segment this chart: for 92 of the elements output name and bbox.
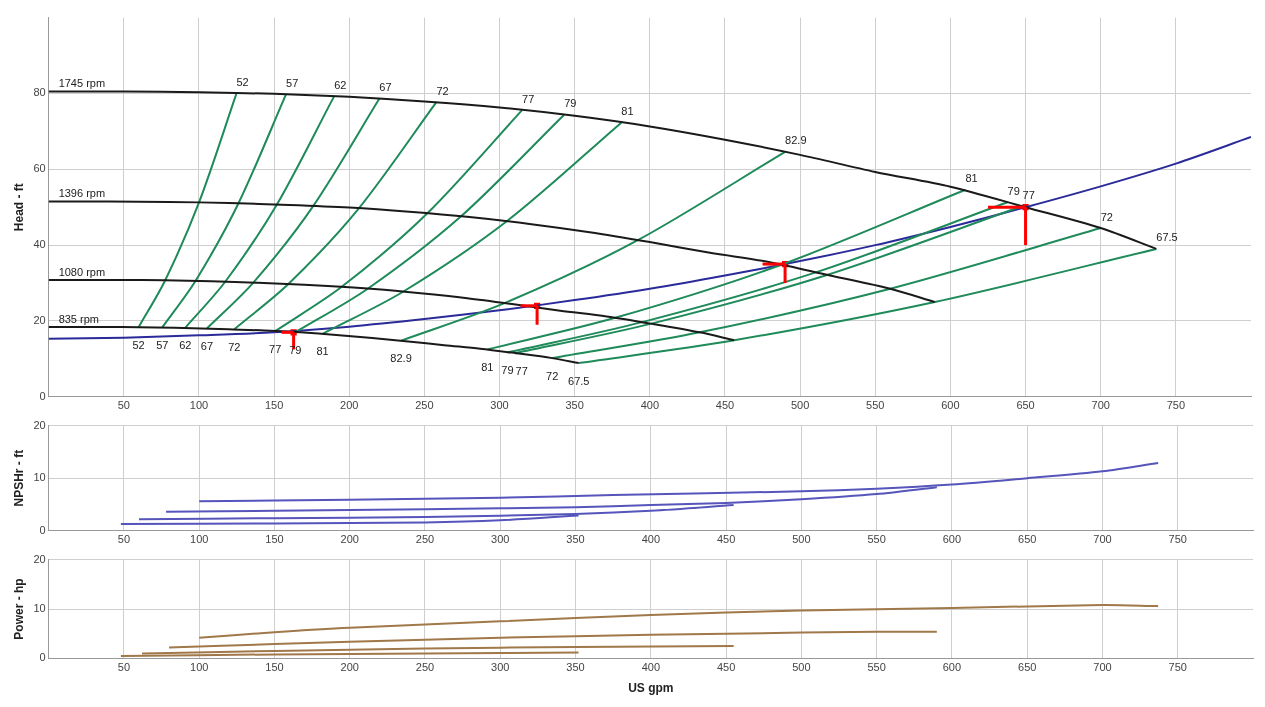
y-tick-label: 10 [33, 471, 46, 484]
x-tick-label: 500 [790, 399, 810, 412]
x-tick-label: 650 [1018, 661, 1037, 674]
series-label: 1745 rpm [58, 77, 106, 90]
x-tick-label: 200 [340, 399, 359, 412]
annotation: 81 [481, 360, 494, 373]
x-tick-label: 150 [265, 661, 284, 674]
annotation: 79 [1007, 184, 1020, 197]
x-tick-label: 500 [792, 533, 811, 546]
x-tick-label: 550 [866, 399, 885, 412]
x-tick-label: 200 [340, 533, 359, 546]
annotation: 82.9 [785, 134, 807, 147]
x-tick-label: 250 [415, 661, 435, 674]
y-tick-label: 80 [33, 86, 46, 99]
annotation: 57 [156, 338, 169, 351]
y-tick-label: 20 [33, 552, 46, 565]
annotation: 79 [289, 343, 302, 356]
annotation: 72 [436, 84, 449, 97]
annotation: 72 [228, 340, 241, 353]
x-tick-label: 50 [117, 661, 131, 674]
x-tick-label: 450 [715, 399, 735, 412]
x-axis-title: US gpm [628, 681, 674, 696]
y-tick-label: 40 [33, 238, 46, 251]
annotation: 82.9 [390, 352, 412, 365]
x-tick-label: 700 [1093, 533, 1112, 546]
y-tick-label: 20 [33, 313, 46, 326]
annotation: 67 [200, 340, 214, 353]
x-tick-label: 600 [941, 399, 960, 412]
annotation: 77 [269, 342, 282, 355]
y-tick-label: 10 [33, 602, 46, 615]
x-tick-label: 350 [565, 399, 584, 412]
y-axis-title: NPSHr - ft [11, 449, 26, 507]
annotation: 57 [286, 76, 299, 89]
x-tick-label: 250 [415, 533, 435, 546]
y-tick-label: 20 [33, 418, 46, 431]
y-tick-label: 0 [39, 389, 46, 402]
x-tick-label: 250 [415, 399, 434, 412]
x-tick-label: 550 [867, 661, 886, 674]
series-label: 835 rpm [58, 312, 99, 325]
x-tick-label: 750 [1166, 399, 1186, 412]
x-tick-label: 300 [491, 661, 510, 674]
x-tick-label: 750 [1168, 661, 1187, 674]
x-tick-label: 50 [117, 533, 131, 546]
x-tick-label: 650 [1018, 533, 1037, 546]
y-tick-label: 0 [39, 651, 46, 664]
annotation: 79 [501, 363, 514, 376]
y-tick-label: 60 [33, 162, 46, 175]
x-tick-label: 100 [190, 533, 209, 546]
x-tick-label: 50 [117, 399, 130, 412]
x-tick-label: 450 [716, 661, 736, 674]
annotation: 67.5 [1156, 231, 1178, 244]
x-tick-label: 650 [1016, 399, 1035, 412]
annotation: 67 [379, 81, 392, 94]
x-tick-label: 350 [566, 661, 585, 674]
annotation: 67.5 [568, 374, 590, 387]
x-tick-label: 150 [264, 399, 284, 412]
x-tick-label: 200 [340, 661, 359, 674]
annotation: 72 [1100, 210, 1113, 223]
x-tick-label: 150 [265, 533, 284, 546]
x-tick-label: 400 [640, 399, 659, 412]
x-tick-label: 750 [1168, 533, 1187, 546]
x-tick-label: 700 [1093, 661, 1112, 674]
y-axis-title: Head - ft [11, 183, 26, 232]
x-tick-label: 500 [792, 661, 811, 674]
x-tick-label: 450 [716, 533, 736, 546]
annotation: 77 [515, 364, 528, 377]
x-tick-label: 400 [641, 661, 660, 674]
x-tick-label: 100 [189, 399, 209, 412]
annotation: 77 [1022, 188, 1035, 201]
x-tick-label: 600 [942, 533, 962, 546]
series-label: 1080 rpm [58, 265, 106, 278]
annotation: 81 [316, 345, 329, 358]
x-tick-label: 100 [190, 661, 209, 674]
x-tick-label: 550 [867, 533, 886, 546]
annotation: 52 [236, 75, 249, 88]
x-tick-label: 300 [491, 533, 510, 546]
x-tick-label: 700 [1091, 399, 1110, 412]
x-tick-label: 400 [641, 533, 660, 546]
annotation: 81 [621, 105, 634, 118]
y-axis-title: Power - hp [11, 578, 26, 640]
annotation: 62 [334, 78, 347, 91]
x-tick-label: 600 [942, 661, 962, 674]
annotation: 62 [179, 339, 192, 352]
y-tick-label: 0 [39, 523, 46, 536]
annotation: 72 [546, 369, 559, 382]
annotation: 81 [965, 172, 978, 185]
x-tick-label: 300 [490, 399, 509, 412]
annotation: 79 [564, 97, 577, 110]
annotation: 52 [132, 338, 145, 351]
series-label: 1396 rpm [58, 187, 106, 200]
annotation: 77 [522, 92, 535, 105]
x-tick-label: 350 [566, 533, 585, 546]
